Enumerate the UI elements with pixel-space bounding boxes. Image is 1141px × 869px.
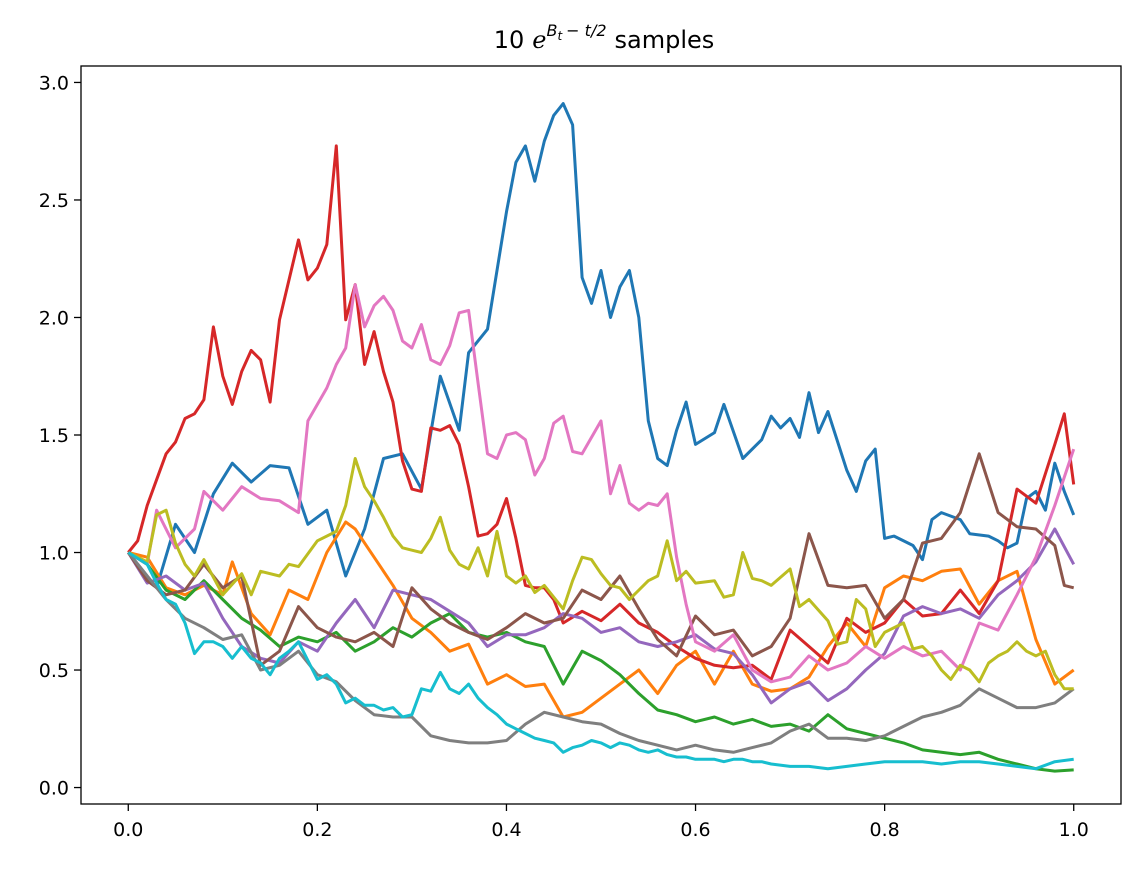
x-tick-label: 1.0 [1059,819,1089,841]
series-line-7 [127,283,1076,684]
chart-title-exponent-sub: t [557,29,563,43]
x-tick-label: 0.4 [491,819,521,841]
y-tick-label: 0.5 [39,660,69,682]
series-line-3 [127,551,1074,773]
x-tick-label: 0.2 [302,819,332,841]
y-tick-label: 2.0 [39,307,69,329]
series-line-5 [127,527,1076,705]
x-tick-label: 0.0 [113,819,143,841]
y-tick-label: 1.0 [39,543,69,565]
chart-title-suffix: samples [615,26,715,54]
series-line-6 [127,452,1075,667]
chart-title-base: e [532,26,546,54]
x-tick-label: 0.6 [680,819,710,841]
series-line-9 [127,457,1074,691]
series-line-1 [127,102,1076,590]
chart-title: 10 eBt − t/2 samples [494,21,715,54]
chart-title-exponent-rest: − t/2 [566,21,606,40]
y-tick-label: 3.0 [39,72,69,94]
ticks-layer: 0.0 0.2 0.4 0.6 0.8 1.0 0.0 0.5 1.0 1.5 2.0 2.5 3.0 [39,72,1089,841]
chart-title-prefix: 10 [494,26,525,54]
x-tick-label: 0.8 [870,819,900,841]
plot-area-frame [80,65,1122,805]
series-layer [127,102,1076,773]
y-tick-label: 1.5 [39,425,69,447]
series-line-2 [127,520,1075,719]
series-line-4 [127,144,1076,681]
chart-title-exponent: B [546,21,557,40]
series-line-8 [127,551,1075,754]
y-tick-label: 2.5 [39,190,69,212]
y-tick-label: 0.0 [39,778,69,800]
series-line-10 [127,551,1074,771]
